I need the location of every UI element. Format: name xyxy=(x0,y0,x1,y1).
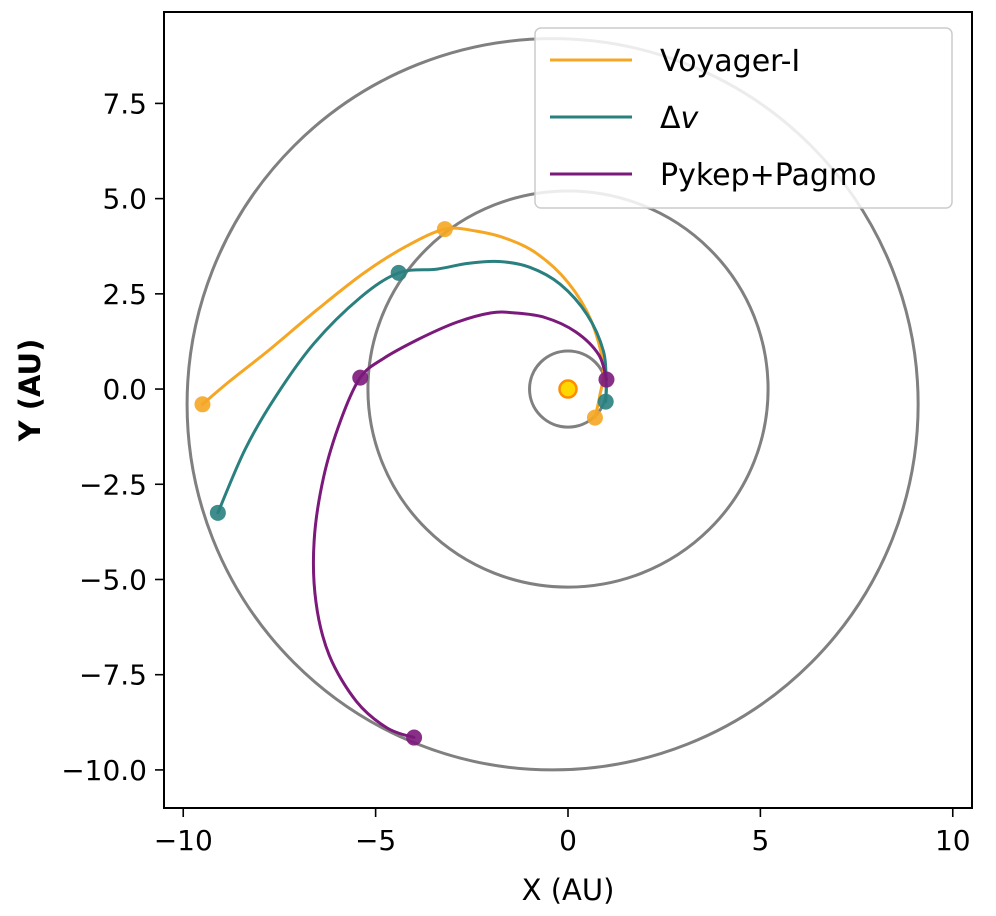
marker-voyager-i-0 xyxy=(586,409,603,426)
y-axis: 7.5 5.0 2.5 0.0 −2.5 −5.0 −7.5 −10.0 xyxy=(61,87,164,787)
sun-marker xyxy=(558,379,578,399)
marker-pykep-pagmo-2 xyxy=(406,729,423,746)
y-tick-label: 7.5 xyxy=(102,87,147,120)
series-line-voyager-i xyxy=(201,226,606,420)
x-axis-title: X (AU) xyxy=(522,873,615,907)
x-tick-label: −10 xyxy=(154,824,213,857)
marker-pykep-pagmo-0 xyxy=(598,371,615,388)
marker-layer xyxy=(194,221,615,746)
sun-layer xyxy=(558,379,578,399)
series-line-pykep-pagmo xyxy=(311,310,608,739)
y-axis-title: Y (AU) xyxy=(13,339,47,443)
x-tick-label: −5 xyxy=(355,824,396,857)
series-layer xyxy=(201,226,608,739)
legend-label-pykep-pagmo: Pykep+Pagmo xyxy=(660,158,877,193)
y-tick-label: −5.0 xyxy=(79,563,147,596)
y-tick-label: −2.5 xyxy=(79,468,147,501)
y-tick-label: 5.0 xyxy=(102,183,147,216)
x-tick-label: 10 xyxy=(935,824,971,857)
marker-voyager-i-1 xyxy=(436,221,453,238)
marker-delta-v-0 xyxy=(597,393,614,410)
marker-pykep-pagmo-1 xyxy=(352,369,369,386)
legend-box xyxy=(534,27,953,209)
series-line-delta-v xyxy=(216,259,608,515)
marker-delta-v-1 xyxy=(390,264,407,281)
y-tick-label: 2.5 xyxy=(102,278,147,311)
x-tick-label: 5 xyxy=(751,824,769,857)
marker-delta-v-2 xyxy=(209,504,226,521)
legend-label-voyager-i: Voyager-I xyxy=(660,44,800,79)
y-tick-label: 0.0 xyxy=(102,373,147,406)
legend: Voyager-I Δv Pykep+Pagmo xyxy=(534,27,953,209)
y-tick-label: −10.0 xyxy=(61,754,147,787)
legend-label-delta-v: Δv xyxy=(660,101,700,136)
marker-voyager-i-2 xyxy=(194,396,211,413)
x-tick-label: 0 xyxy=(559,824,577,857)
x-axis: −10 −5 0 5 10 xyxy=(154,808,971,857)
legend-entries: Voyager-I Δv Pykep+Pagmo xyxy=(550,44,877,193)
y-tick-label: −7.5 xyxy=(79,659,147,692)
